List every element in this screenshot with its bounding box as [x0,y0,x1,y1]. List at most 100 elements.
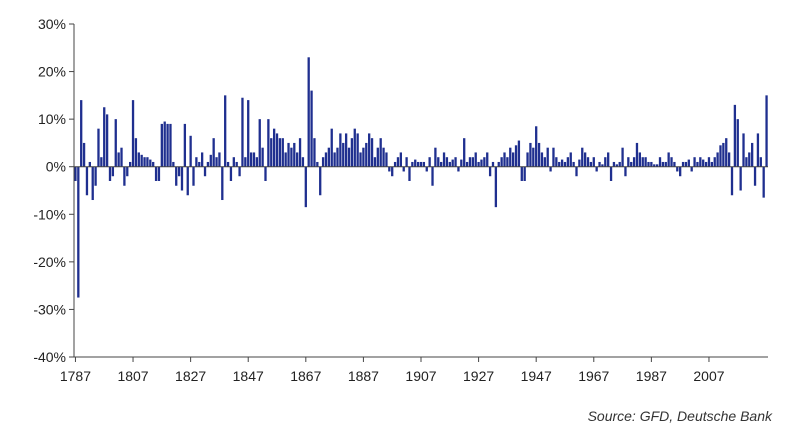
bar [437,157,440,167]
bar [583,152,587,167]
bar [215,157,218,167]
bar [212,138,215,167]
bar [655,164,659,167]
bar [396,157,400,167]
bar [111,166,115,177]
bar [88,161,91,167]
bar [267,119,270,167]
bar [224,95,227,167]
bar [630,161,633,167]
y-tick-label: -20% [33,254,66,270]
bar [644,157,647,167]
bar [687,159,690,167]
bar [379,138,382,167]
bar [154,166,158,181]
bar [175,166,178,186]
bar [319,166,322,196]
bar [160,123,163,167]
bar [218,152,221,167]
bar [471,157,474,167]
bar [419,161,423,167]
bar [445,157,449,167]
bar [460,159,463,167]
bar [105,114,109,167]
bar [344,133,348,167]
bar [247,100,250,167]
bar [249,152,253,167]
bar [91,166,94,201]
bar [339,133,342,167]
bar [500,157,503,167]
bar [555,157,558,167]
bar [244,157,247,167]
x-tick-label: 1987 [636,368,667,384]
x-tick-group: 1787 1807 1827 1847 1867 1887 1907 1927 1947 1967… [60,357,725,384]
bar [483,157,486,167]
bar [624,166,627,177]
bar [324,152,328,167]
bar [373,157,377,167]
bar [566,157,570,167]
bar [82,142,86,167]
bar [310,90,313,167]
bar [152,161,155,167]
bar [532,147,535,167]
bar [558,161,561,167]
bar [131,100,135,167]
bar [563,161,567,167]
bar [350,138,354,167]
bar [759,157,762,167]
bar [681,161,685,167]
bar [431,166,434,186]
y-tick-label: 0% [46,159,66,175]
bar [716,152,719,167]
bar [80,100,83,167]
bar [146,157,149,167]
bar [137,152,140,167]
bar [607,152,610,167]
bar [618,161,621,167]
bar [126,166,129,177]
bar [690,166,693,172]
x-tick-label: 1807 [117,368,148,384]
bar [140,154,143,167]
bar [696,161,699,167]
bar [281,138,284,167]
bar [368,133,371,167]
bar [612,161,616,167]
bar [235,161,238,167]
bar [635,142,639,167]
bar [604,157,607,167]
bar [572,161,575,167]
bar [327,147,331,167]
bar [632,157,636,167]
bar [733,104,737,167]
bar [457,166,460,172]
bar [601,164,604,167]
bar [667,152,670,167]
bar [468,157,472,167]
bar [399,152,402,167]
bar [520,166,523,181]
bars-group [74,57,768,298]
bar [284,152,287,167]
bar [595,166,598,172]
bar [722,142,725,167]
bar [647,161,650,167]
bar [298,138,302,167]
bar [589,161,593,167]
bar [408,166,411,181]
bar [425,166,428,172]
x-tick-label: 1967 [578,368,609,384]
bar [702,159,705,167]
bar [526,152,529,167]
y-tick-label: 30% [38,16,66,32]
bar [301,157,305,167]
bar [745,157,748,167]
bar [304,166,307,208]
bar [278,138,282,167]
bar [186,166,189,196]
bar [238,166,241,177]
bar [434,147,437,167]
bar [264,166,267,181]
